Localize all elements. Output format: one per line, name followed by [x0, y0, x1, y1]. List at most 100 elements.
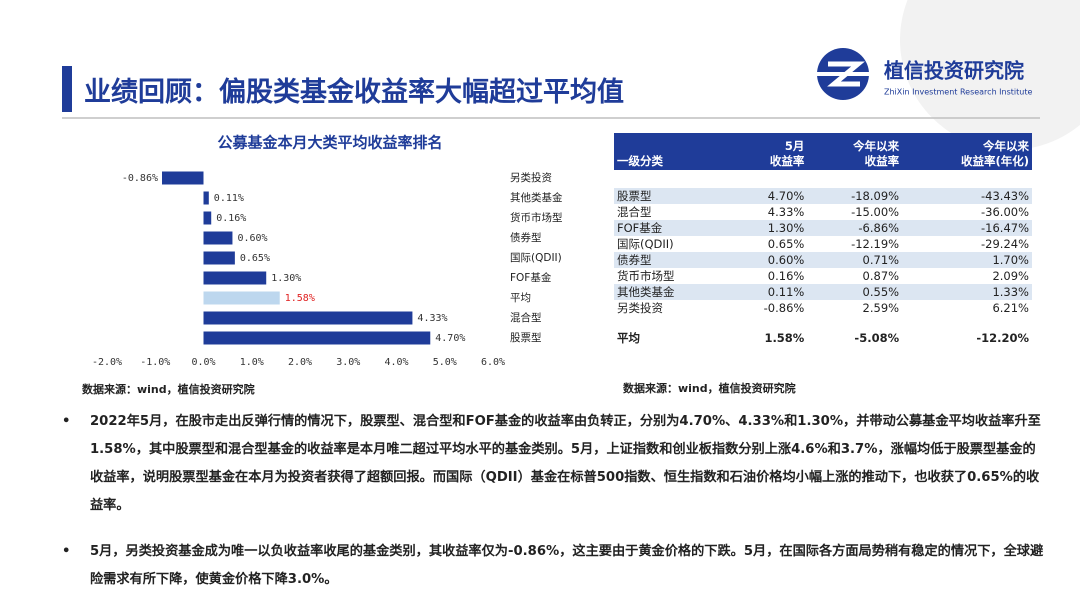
table-row: 其他类基金 0.11% 0.55% 1.33%	[614, 284, 1032, 300]
table-cell: 债券型	[614, 252, 726, 268]
table-cell: 其他类基金	[614, 284, 726, 300]
table-cell: -43.43%	[902, 170, 1032, 204]
header-cell: 今年以来 收益率(年化)	[902, 133, 1032, 179]
category-label: 货币市场型	[510, 211, 563, 224]
table-row: 债券型 0.60% 0.71% 1.70%	[614, 252, 1032, 268]
header-text: 收益率	[769, 154, 805, 168]
table-row: 股票型 4.70% -18.09% -43.43%	[614, 170, 1032, 204]
data-table: 一级分类 5月 收益率 今年以来 收益率 今年以来 收益率(年化) 股票型 4.70% -18.…	[614, 133, 1032, 348]
x-tick-label: 0.0%	[191, 357, 215, 368]
table-cell: 4.70%	[725, 170, 808, 204]
table-cell: 混合型	[617, 205, 652, 219]
table-source: 数据来源：wind，植信投资研究院	[623, 382, 796, 395]
header-cell: 一级分类	[614, 133, 726, 179]
table-cell: 0.11%	[725, 284, 808, 300]
table-cell: 2.09%	[992, 269, 1029, 283]
category-label: FOF基金	[510, 271, 552, 284]
bullet: • 5月，另类投资基金成为唯一以负收益率收尾的基金类别，其收益率仅为-0.86%，…	[62, 538, 1046, 594]
x-tick-label: 5.0%	[433, 357, 457, 368]
x-tick-label: 1.0%	[240, 357, 264, 368]
table-cell: 0.55%	[807, 284, 903, 300]
category-label: 平均	[510, 292, 531, 304]
table-row: 国际(QDII) 0.65% -12.19% -29.24%	[614, 236, 1032, 252]
table-row: FOF基金 1.30% -6.86% -16.47%	[614, 220, 1032, 236]
footer-cell: 1.58%	[725, 321, 808, 348]
bullet-text: 2022年5月，在股市走出反弹行情的情况下，股票型、混合型和FOF基金的收益率由…	[90, 414, 1041, 513]
table-cell: 0.60%	[725, 252, 808, 268]
logo-emblem	[816, 48, 870, 100]
table-cell: 股票型	[614, 170, 726, 204]
table-row: 混合型 4.33% -15.00% -36.00%	[614, 204, 1032, 220]
header-text: 收益率	[864, 154, 900, 168]
table-cell: -15.00%	[851, 205, 900, 219]
table-cell: 0.87%	[862, 269, 900, 283]
value-label: 4.70%	[435, 333, 465, 344]
x-tick-label: -2.0%	[92, 357, 122, 368]
table-cell: 0.16%	[767, 269, 805, 283]
bullet: • 2022年5月，在股市走出反弹行情的情况下，股票型、混合型和FOF基金的收益率…	[62, 408, 1046, 520]
category-label: 另类投资	[510, 171, 552, 184]
bar	[203, 311, 413, 325]
table-cell: 2.59%	[862, 301, 900, 315]
x-tick-label: 6.0%	[481, 357, 505, 368]
x-tick-label: 4.0%	[384, 357, 408, 368]
value-label: 1.58%	[285, 293, 315, 304]
table-cell: -6.86%	[807, 220, 903, 236]
table-cell: -12.19%	[851, 237, 900, 251]
table-cell: -36.00%	[981, 205, 1029, 219]
bar	[203, 211, 212, 225]
table-cell: 1.30%	[725, 220, 808, 236]
header-cell: 5月 收益率	[725, 133, 808, 179]
chart-source: 数据来源：wind，植信投资研究院	[82, 383, 255, 396]
category-label: 股票型	[510, 331, 542, 344]
x-tick-label: -1.0%	[140, 357, 170, 368]
table-cell: -18.09%	[807, 170, 903, 204]
table-cell: -16.47%	[902, 220, 1032, 236]
header-text: 一级分类	[617, 154, 663, 168]
value-label: 1.30%	[271, 273, 301, 284]
bar	[162, 171, 204, 185]
bullet-text: 5月，另类投资基金成为唯一以负收益率收尾的基金类别，其收益率仅为-0.86%，这…	[90, 544, 1044, 587]
value-label: 0.65%	[240, 253, 270, 264]
chart-title: 公募基金本月大类平均收益率排名	[217, 134, 442, 152]
table-cell: 另类投资	[617, 301, 663, 315]
bar	[203, 271, 267, 285]
bar	[203, 191, 209, 205]
header-text: 今年以来	[983, 139, 1029, 153]
table-cell: 6.21%	[992, 301, 1029, 315]
table-cell: 1.33%	[902, 284, 1032, 300]
logo-name: 植信投资研究院	[884, 59, 1024, 83]
footer-cell: 平均	[614, 321, 726, 348]
table-cell: FOF基金	[614, 220, 726, 236]
category-label: 国际(QDII)	[510, 252, 562, 264]
bar	[203, 291, 280, 305]
header-text: 收益率(年化)	[960, 154, 1029, 168]
header-text: 5月	[784, 139, 805, 153]
category-label: 混合型	[510, 311, 542, 324]
table-cell: -0.86%	[763, 301, 805, 315]
value-label: 4.33%	[417, 313, 447, 324]
table-cell: 0.65%	[767, 237, 805, 251]
table-cell: 1.70%	[902, 252, 1032, 268]
corner-decoration	[900, 0, 1080, 150]
bar	[203, 231, 233, 245]
value-label: 0.60%	[237, 233, 267, 244]
table-cell: 货币市场型	[617, 269, 675, 283]
footer-cell: -12.20%	[902, 321, 1032, 348]
value-label: 0.16%	[216, 213, 246, 224]
table-cell: 0.71%	[807, 252, 903, 268]
table-cell: 国际(QDII)	[617, 237, 674, 251]
x-tick-label: 3.0%	[336, 357, 360, 368]
header-cell: 今年以来 收益率	[807, 133, 903, 179]
footer-cell: -5.08%	[807, 321, 903, 348]
bar	[203, 331, 431, 345]
table-cell: 4.33%	[767, 205, 805, 219]
header-text: 今年以来	[853, 139, 900, 153]
value-label: -0.86%	[122, 173, 158, 184]
logo-subtitle: ZhiXin Investment Research Institute	[884, 88, 1032, 97]
category-label: 债券型	[510, 231, 542, 244]
x-tick-label: 2.0%	[288, 357, 312, 368]
category-label: 其他类基金	[510, 191, 563, 204]
